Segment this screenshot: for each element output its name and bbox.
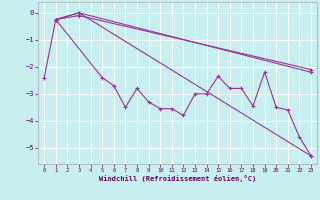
X-axis label: Windchill (Refroidissement éolien,°C): Windchill (Refroidissement éolien,°C): [99, 175, 256, 182]
